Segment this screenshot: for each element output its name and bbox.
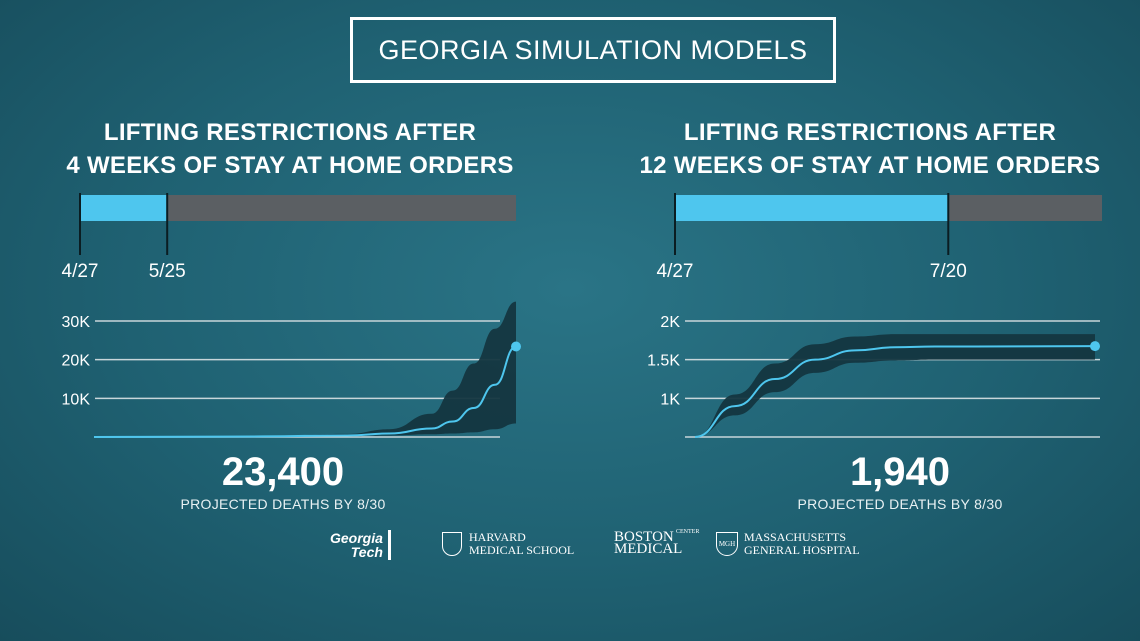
right-timeline-end-label: 7/20 [930, 261, 967, 282]
right-panel-title-line2: 12 WEEKS OF STAY AT HOME ORDERS [639, 152, 1101, 179]
mgh-line2: GENERAL HOSPITAL [744, 543, 860, 557]
left-timeline-stay-home [80, 195, 168, 221]
right-projection-endpoint [1090, 341, 1100, 352]
partner-logos: Georgia Tech HARVARD MEDICAL SCHOOL BOST… [0, 528, 1140, 568]
mgh-seal-icon: MGH [716, 532, 738, 556]
right-projection-line [694, 345, 1096, 438]
right-timeline-start-label: 4/27 [657, 261, 694, 282]
mgh-logo: MGH MASSACHUSETTS GENERAL HOSPITAL [716, 531, 860, 557]
boston-small: CENTER [676, 529, 700, 535]
left-ytick-label: 30K [62, 314, 91, 331]
right-panel-title: LIFTING RESTRICTIONS AFTER 12 WEEKS OF S… [620, 116, 1120, 182]
boston-line1: BOSTON [614, 529, 674, 545]
georgia-tech-line2: Tech [350, 544, 383, 560]
harvard-medical-logo: HARVARD MEDICAL SCHOOL [442, 531, 574, 557]
right-panel-title-line1: LIFTING RESTRICTIONS AFTER [683, 119, 1057, 146]
right-timeline-stay-home [675, 195, 949, 221]
harvard-line1: HARVARD [469, 530, 526, 544]
right-timeline-reopened [948, 195, 1102, 221]
right-ytick-label: 1K [660, 391, 680, 408]
right-ytick-label: 1.5K [647, 353, 680, 370]
tower-icon [387, 530, 391, 560]
left-ytick-label: 20K [62, 353, 91, 370]
left-projection-endpoint [511, 341, 521, 352]
georgia-tech-logo: Georgia Tech [330, 530, 391, 560]
left-timeline-end-label: 5/25 [149, 261, 186, 282]
left-panel-title-line1: LIFTING RESTRICTIONS AFTER [103, 119, 477, 146]
left-projection-line [93, 345, 517, 438]
left-projected-label: PROJECTED DEATHS BY 8/30 [180, 496, 386, 512]
right-ytick-label: 2K [660, 314, 680, 331]
harvard-line2: MEDICAL SCHOOL [469, 543, 575, 557]
main-title: GEORGIA SIMULATION MODELS [350, 17, 836, 83]
georgia-tech-line1: Georgia [330, 530, 383, 546]
left-timeline-reopened [167, 195, 516, 221]
left-panel-title: LIFTING RESTRICTIONS AFTER 4 WEEKS OF ST… [40, 116, 540, 182]
right-uncertainty-band [695, 334, 1095, 437]
left-uncertainty-band [94, 301, 516, 437]
boston-line2: MEDICAL [614, 541, 683, 557]
right-projected-label: PROJECTED DEATHS BY 8/30 [797, 496, 1003, 512]
left-timeline-start-label: 4/27 [62, 261, 99, 282]
left-ytick-label: 10K [62, 391, 91, 408]
left-panel-title-line2: 4 WEEKS OF STAY AT HOME ORDERS [66, 152, 514, 179]
right-projected-deaths: 1,940 [849, 450, 951, 494]
mgh-line1: MASSACHUSETTS [744, 530, 847, 544]
boston-medical-logo: BOSTON MEDICAL CENTER [614, 529, 699, 557]
harvard-shield-icon [442, 532, 462, 556]
left-projected-deaths: 23,400 [221, 450, 345, 494]
